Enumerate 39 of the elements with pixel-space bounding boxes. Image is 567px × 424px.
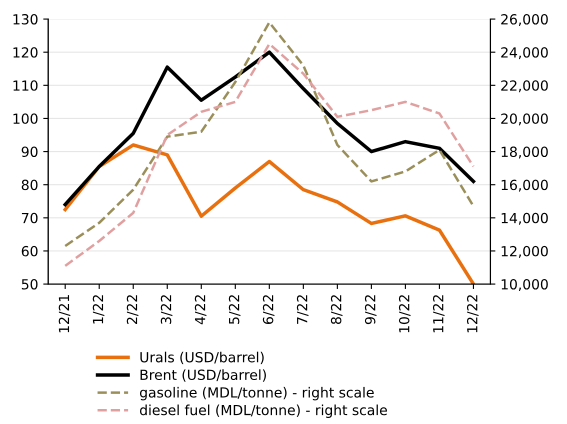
x-tick-label: 5/22	[228, 295, 240, 324]
y2-tick-label: 20,000	[501, 113, 548, 126]
x-tick-label: 6/22	[262, 295, 274, 324]
x-tick-label: 10/22	[398, 295, 411, 332]
y-tick-label: 80	[22, 180, 38, 190]
x-tick-label: 9/22	[364, 295, 377, 324]
x-tick-label: 7/22	[296, 295, 308, 324]
x-tick-label: 3/22	[160, 295, 172, 324]
line-series	[63, 50, 476, 206]
x-tick-label: 2/22	[126, 295, 138, 324]
x-tick-label: 12/21	[58, 295, 70, 332]
y2-tick-label: 24,000	[501, 47, 548, 60]
y2-tick-label: 10,000	[502, 279, 548, 291]
y2-tick-label: 22,000	[501, 80, 548, 92]
legend-label: Brent (USD/barrel)	[140, 369, 266, 382]
y-tick-label: 110	[13, 80, 38, 91]
y2-tick-label: 26,000	[501, 14, 548, 26]
y-tick-label: 70	[22, 212, 38, 224]
y-tick-label: 60	[22, 246, 38, 256]
x-tick-label: 12/22	[466, 295, 479, 332]
y2-tick-label: 14,000	[502, 212, 548, 225]
x-tick-label: 11/22	[432, 295, 445, 332]
x-tick-label: 8/22	[330, 295, 342, 324]
y-tick-label: 100	[13, 113, 38, 124]
y2-tick-label: 12,000	[502, 246, 548, 258]
y-tick-label: 90	[22, 146, 38, 158]
legend-label: Urals (USD/barrel)	[140, 352, 264, 364]
y-tick-label: 130	[13, 14, 38, 25]
x-tick-label: 1/22	[92, 295, 104, 324]
legend-label: diesel fuel (MDL/tonne) - right scale	[140, 404, 387, 418]
line-series	[64, 21, 475, 248]
line-series	[64, 42, 475, 268]
y-tick-label: 50	[22, 279, 38, 290]
y2-tick-label: 16,000	[502, 180, 548, 192]
x-tick-label: 4/22	[194, 295, 206, 324]
line-series	[63, 143, 476, 284]
y2-tick-label: 18,000	[502, 146, 548, 158]
y-tick-label: 120	[13, 47, 38, 58]
legend-label: gasoline (MDL/tonne) - right scale	[140, 386, 374, 400]
